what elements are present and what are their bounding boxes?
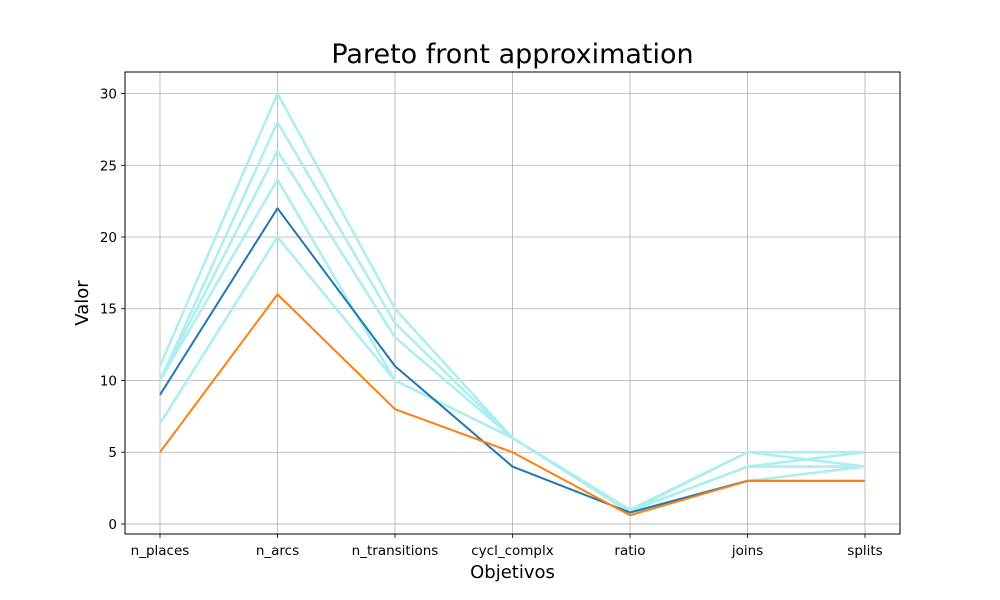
x-tick-label: cycl_complx [471,543,553,559]
y-tick-label: 10 [100,373,117,389]
x-tick-label: splits [847,543,882,559]
x-tick-label: n_arcs [256,543,299,559]
y-tick-label: 15 [100,302,117,318]
x-axis-label: Objetivos [470,562,555,583]
ticks: n_places n_arcs n_transitions cycl_complx ra… [100,87,883,559]
y-tick-label: 20 [100,230,117,246]
y-tick-label: 30 [100,87,117,103]
x-tick-label: n_places [131,543,190,559]
chart-title: Pareto front approximation [331,39,693,70]
series-line-7 [159,293,865,517]
x-tick-label: ratio [614,543,645,559]
series-group [158,92,866,517]
y-axis-label: Valor [72,280,93,326]
y-tick-label: 0 [108,517,117,533]
y-tick-label: 25 [100,158,117,174]
x-tick-label: joins [731,543,763,559]
y-tick-label: 5 [108,445,117,461]
x-tick-label: n_transitions [352,543,439,559]
grid [125,72,900,534]
